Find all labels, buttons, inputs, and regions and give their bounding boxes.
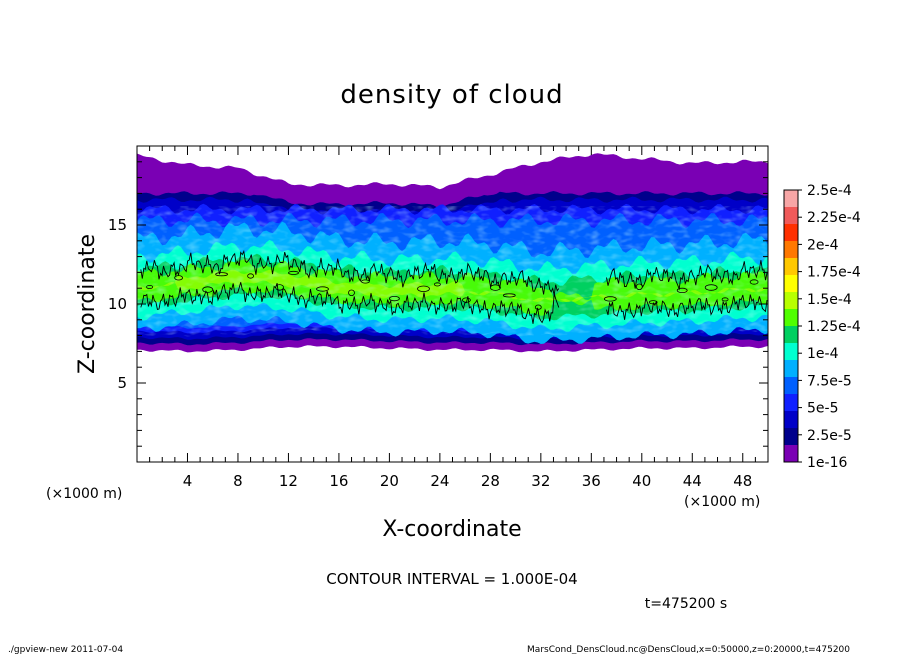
contour-lines <box>140 249 768 324</box>
contour-blob <box>433 282 441 287</box>
contour-blob <box>721 297 729 302</box>
colorbar-swatch <box>784 343 798 361</box>
colorbar-swatch <box>784 326 798 344</box>
contour-blob <box>534 304 542 310</box>
cloud-field <box>137 153 768 353</box>
contour-line-upper <box>606 260 768 291</box>
y-tick-label: 5 <box>117 374 127 392</box>
contour-line-lower <box>140 282 560 324</box>
x-axis: 4 8 12 16 20 24 28 32 36 40 44 48 <box>149 146 756 490</box>
colorbar-swatch <box>784 224 798 242</box>
x-tick-label: 36 <box>582 472 601 490</box>
colorbar-label: 1.5e-4 <box>807 292 852 308</box>
x-tick-label: 20 <box>380 472 399 490</box>
contour-blob <box>749 279 759 285</box>
x-axis-label: X-coordinate <box>382 517 521 542</box>
colorbar-label: 5e-5 <box>807 401 838 417</box>
x-tick-label: 32 <box>531 472 550 490</box>
contour-blob <box>348 289 355 296</box>
contour-blob <box>174 275 184 281</box>
contour-blob <box>316 286 329 292</box>
contour-blob <box>648 300 658 305</box>
colorbar-label: 1.75e-4 <box>807 265 861 281</box>
colorbar-swatch <box>784 275 798 293</box>
colorbar-swatch <box>784 207 798 225</box>
y-tick-label: 10 <box>108 295 127 313</box>
contour-blob <box>247 273 255 279</box>
x-tick-label: 12 <box>279 472 298 490</box>
colorbar-swatch <box>784 411 798 429</box>
y-axis-label: Z-coordinate <box>75 234 100 374</box>
colorbar-label: 1e-4 <box>807 346 839 362</box>
contour-blob <box>202 286 214 293</box>
contour-blob <box>215 272 229 277</box>
contour-blob <box>489 284 501 291</box>
x-tick-label: 48 <box>733 472 752 490</box>
colorbar-label: 2.5e-5 <box>807 428 852 444</box>
footer-right: MarsCond_DensCloud.nc@DensCloud,x=0:5000… <box>527 645 850 654</box>
chart-title: density of cloud <box>340 80 563 110</box>
colorbar-swatch <box>784 428 798 446</box>
footer-left: ./gpview-new 2011-07-04 <box>8 645 123 654</box>
y-tick-label: 15 <box>108 216 127 234</box>
colorbar-swatch <box>784 190 798 208</box>
contour-blob <box>388 295 400 302</box>
contour-blob <box>676 287 688 293</box>
plot-area <box>137 146 768 462</box>
colorbar-swatch <box>784 258 798 276</box>
contour-blob <box>288 270 299 275</box>
colorbar-swatch <box>784 241 798 259</box>
x-tick-label: 8 <box>233 472 243 490</box>
colorbar-label: 7.5e-5 <box>807 373 852 389</box>
contour-interval-label: CONTOUR INTERVAL = 1.000E-04 <box>326 570 577 588</box>
contour-line-upper <box>140 249 560 296</box>
colorbar-swatch <box>784 377 798 395</box>
contour-blob <box>603 296 617 302</box>
x-tick-label: 16 <box>329 472 348 490</box>
colorbar: 2.5e-4 2.25e-4 2e-4 1.75e-4 1.5e-4 1.25e-4 1e-… <box>783 183 861 471</box>
contour-blob <box>704 284 718 291</box>
colorbar-swatch <box>784 445 798 463</box>
x-tick-label: 4 <box>183 472 193 490</box>
time-label: t=475200 s <box>645 596 727 612</box>
x-unit-right: (×1000 m) <box>684 494 760 510</box>
colorbar-label: 2.5e-4 <box>807 183 852 199</box>
colorbar-swatch <box>784 292 798 310</box>
colorbar-label: 1.25e-4 <box>807 319 861 335</box>
contour-blob <box>275 284 285 291</box>
x-tick-label: 44 <box>683 472 702 490</box>
colorbar-swatch <box>784 309 798 327</box>
colorbar-label: 2e-4 <box>807 237 839 253</box>
contour-blob <box>146 284 154 289</box>
colorbar-swatch <box>784 394 798 412</box>
x-unit-left: (×1000 m) <box>46 486 122 502</box>
contour-blob <box>635 283 643 290</box>
y-axis: 5 10 15 <box>108 161 768 447</box>
contour-blob <box>461 297 471 303</box>
colorbar-label: 1e-16 <box>807 455 847 471</box>
colorbar-label: 2.25e-4 <box>807 210 861 226</box>
contour-line-lower <box>606 294 768 320</box>
colorbar-swatch <box>784 360 798 378</box>
contour-blob <box>417 285 430 292</box>
x-tick-label: 40 <box>632 472 651 490</box>
x-tick-label: 24 <box>430 472 449 490</box>
contour-blob <box>360 279 370 284</box>
x-tick-label: 28 <box>481 472 500 490</box>
contour-blob <box>502 293 516 298</box>
